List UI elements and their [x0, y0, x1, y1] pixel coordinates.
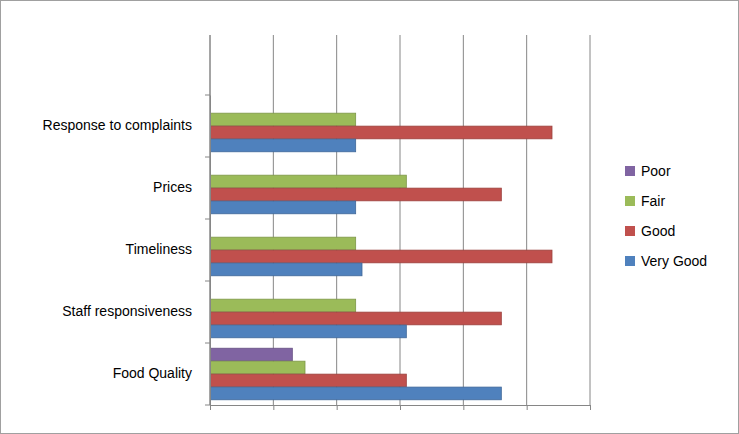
series-bars — [210, 126, 552, 387]
y-tick-label: Timeliness — [126, 241, 192, 257]
x-axis-line — [211, 406, 591, 411]
category-separator — [205, 95, 210, 96]
grid-line — [526, 35, 527, 405]
legend-swatch — [625, 226, 635, 236]
y-tick: Food Quality — [113, 365, 210, 381]
bar — [210, 175, 406, 188]
y-tick-label: Prices — [153, 179, 192, 195]
legend-swatch — [625, 166, 635, 176]
grid — [210, 35, 590, 405]
grid-line — [400, 35, 401, 405]
legend-item: Good — [625, 223, 675, 239]
bar — [210, 325, 406, 338]
grid-line — [463, 35, 464, 405]
bar — [210, 312, 501, 325]
bar — [210, 250, 552, 263]
x-tick — [210, 405, 211, 410]
bar — [210, 201, 356, 214]
y-axis: Food Quality Staff responsiveness Timeline… — [43, 96, 211, 406]
x-tick-mark — [337, 405, 338, 410]
y-tick-label: Food Quality — [113, 365, 192, 381]
legend-label: Poor — [641, 163, 671, 179]
bar — [210, 188, 501, 201]
grid-line — [590, 35, 591, 405]
x-tick-mark — [273, 405, 274, 410]
legend-label: Fair — [641, 193, 665, 209]
y-tick: Response to complaints — [43, 117, 210, 133]
bar — [210, 126, 552, 139]
legend-swatch — [625, 196, 635, 206]
plot-frame — [210, 35, 211, 405]
bar — [210, 348, 292, 361]
category-separator — [205, 281, 210, 282]
legend: Poor Fair Good Very Good — [625, 163, 707, 269]
x-tick-mark — [590, 405, 591, 410]
series-bars — [210, 113, 406, 374]
x-tick — [590, 405, 591, 410]
x-tick-mark — [400, 405, 401, 410]
bar — [210, 237, 356, 250]
legend-swatch — [625, 256, 635, 266]
legend-label: Very Good — [641, 253, 707, 269]
x-tick — [527, 405, 528, 410]
x-axis — [211, 405, 591, 410]
category-separator — [205, 343, 210, 344]
grid-line — [336, 35, 337, 405]
x-tick — [337, 405, 338, 410]
x-tick — [400, 405, 401, 410]
legend-item: Very Good — [625, 253, 707, 269]
series-bars — [210, 139, 501, 400]
series-bars — [210, 348, 292, 361]
x-tick-mark — [463, 405, 464, 410]
category-separator — [205, 219, 210, 220]
x-tick-mark — [210, 405, 211, 410]
bar — [210, 263, 362, 276]
y-tick-label: Staff responsiveness — [62, 303, 192, 319]
bar — [210, 139, 356, 152]
bars — [210, 113, 552, 400]
bar — [210, 374, 406, 387]
x-tick-mark — [527, 405, 528, 410]
chart-border — [1, 1, 739, 434]
y-tick: Prices — [153, 179, 210, 195]
legend-item: Poor — [625, 163, 671, 179]
x-tick — [273, 405, 274, 410]
legend-label: Good — [641, 223, 675, 239]
y-tick: Timeliness — [126, 241, 210, 257]
category-separator — [205, 405, 210, 406]
legend-item: Fair — [625, 193, 665, 209]
bar — [210, 361, 305, 374]
bar — [210, 387, 501, 400]
y-tick: Staff responsiveness — [62, 303, 210, 319]
x-tick — [463, 405, 464, 410]
y-axis-line — [210, 96, 211, 406]
category-separator — [205, 157, 210, 158]
y-tick-label: Response to complaints — [43, 117, 192, 133]
category-separators — [205, 95, 210, 405]
bar — [210, 299, 356, 312]
grid-line — [210, 35, 211, 405]
bar — [210, 113, 356, 126]
